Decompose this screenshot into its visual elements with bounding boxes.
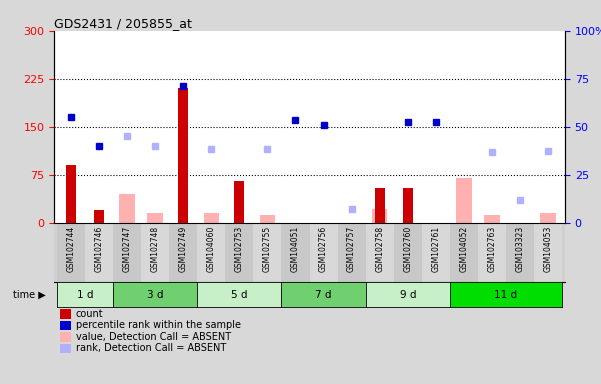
Text: GSM102761: GSM102761: [432, 226, 441, 272]
Text: 7 d: 7 d: [316, 290, 332, 300]
Text: GSM102756: GSM102756: [319, 226, 328, 272]
Bar: [113, 223, 141, 282]
Bar: [534, 223, 562, 282]
Text: GSM102746: GSM102746: [94, 226, 103, 272]
Bar: [254, 223, 281, 282]
Text: GSM102757: GSM102757: [347, 226, 356, 272]
Bar: [85, 223, 113, 282]
Bar: [422, 223, 450, 282]
Bar: [338, 223, 365, 282]
Text: 11 d: 11 d: [495, 290, 517, 300]
Bar: [120, 194, 135, 223]
Bar: [372, 209, 388, 223]
Bar: [484, 215, 499, 223]
Bar: [478, 223, 506, 282]
Bar: [66, 165, 76, 223]
Bar: [147, 213, 163, 223]
Text: GSM104053: GSM104053: [543, 226, 552, 272]
Bar: [197, 223, 225, 282]
Bar: [169, 223, 197, 282]
Text: time ▶: time ▶: [13, 290, 46, 300]
Bar: [178, 88, 188, 223]
Text: value, Detection Call = ABSENT: value, Detection Call = ABSENT: [76, 332, 231, 342]
Bar: [365, 223, 394, 282]
Text: 9 d: 9 d: [400, 290, 416, 300]
Bar: [310, 223, 338, 282]
Bar: [204, 213, 219, 223]
Bar: [375, 187, 385, 223]
Text: rank, Detection Call = ABSENT: rank, Detection Call = ABSENT: [76, 343, 226, 354]
Text: 1 d: 1 d: [77, 290, 93, 300]
Bar: [394, 223, 422, 282]
Bar: [506, 223, 534, 282]
Text: GSM102749: GSM102749: [178, 226, 188, 272]
Text: GSM102753: GSM102753: [235, 226, 244, 272]
Text: GSM103323: GSM103323: [516, 226, 525, 272]
Bar: [456, 178, 472, 223]
Text: GSM102744: GSM102744: [67, 226, 76, 272]
Bar: [281, 223, 310, 282]
Bar: [141, 223, 169, 282]
Bar: [94, 210, 104, 223]
Text: GSM102760: GSM102760: [403, 226, 412, 272]
Text: 5 d: 5 d: [231, 290, 248, 300]
Bar: [225, 223, 254, 282]
Text: percentile rank within the sample: percentile rank within the sample: [76, 320, 241, 331]
Bar: [234, 181, 244, 223]
Text: 3 d: 3 d: [147, 290, 163, 300]
Bar: [450, 223, 478, 282]
Text: GSM102748: GSM102748: [151, 226, 160, 272]
Text: GSM104051: GSM104051: [291, 226, 300, 272]
Text: count: count: [76, 309, 103, 319]
Text: GSM102758: GSM102758: [375, 226, 384, 272]
Text: GSM102763: GSM102763: [487, 226, 496, 272]
Bar: [403, 187, 413, 223]
Bar: [57, 223, 85, 282]
Text: GDS2431 / 205855_at: GDS2431 / 205855_at: [54, 17, 192, 30]
Text: GSM102747: GSM102747: [123, 226, 132, 272]
Text: GSM104052: GSM104052: [459, 226, 468, 272]
Bar: [260, 215, 275, 223]
Bar: [540, 213, 556, 223]
Text: GSM102755: GSM102755: [263, 226, 272, 272]
Text: GSM104060: GSM104060: [207, 226, 216, 272]
